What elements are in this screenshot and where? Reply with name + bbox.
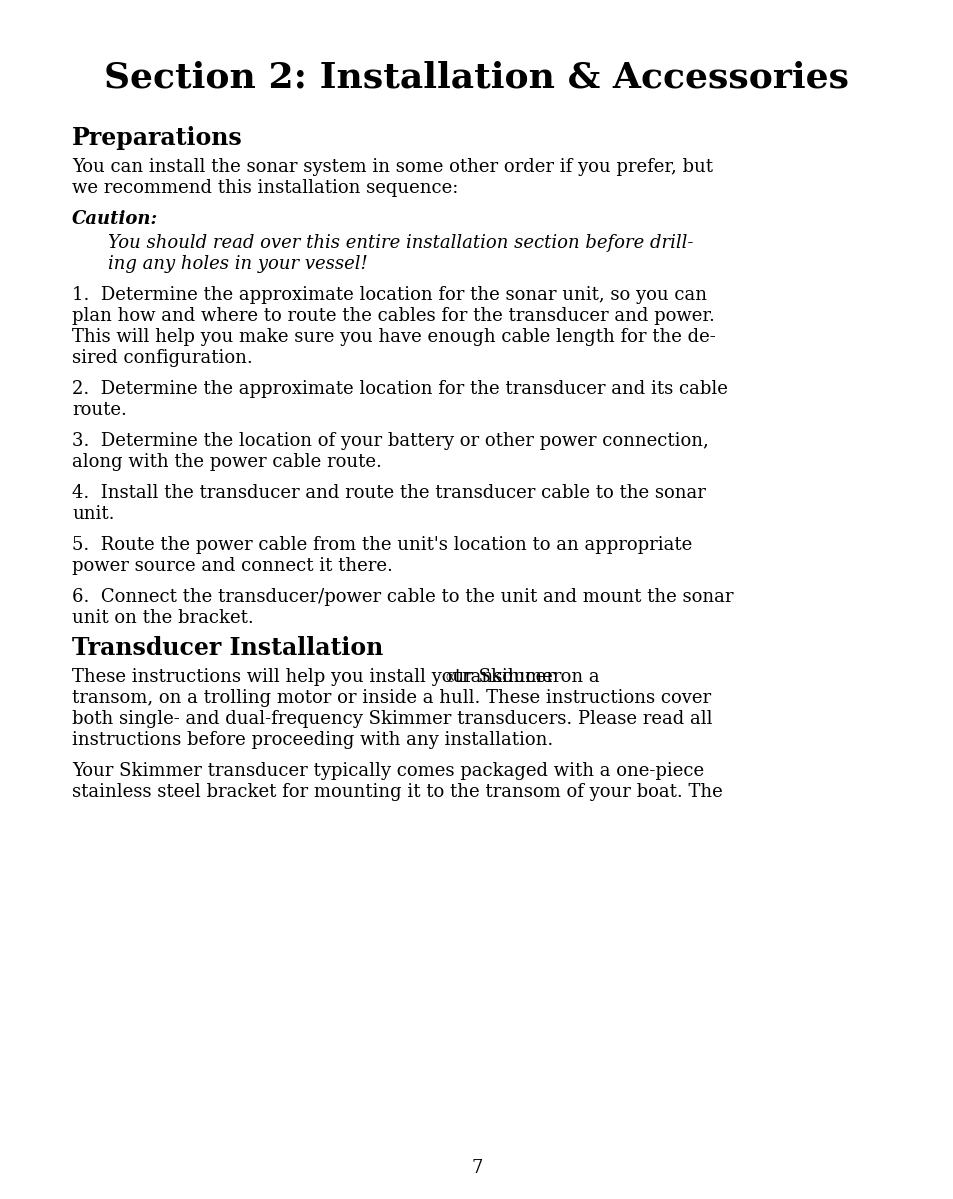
- Text: ing any holes in your vessel!: ing any holes in your vessel!: [108, 255, 367, 273]
- Text: Caution:: Caution:: [71, 210, 158, 228]
- Text: ®: ®: [443, 671, 456, 685]
- Text: 3.  Determine the location of your battery or other power connection,: 3. Determine the location of your batter…: [71, 432, 708, 450]
- Text: Transducer Installation: Transducer Installation: [71, 635, 383, 659]
- Text: You should read over this entire installation section before drill-: You should read over this entire install…: [108, 234, 693, 252]
- Text: 4.  Install the transducer and route the transducer cable to the sonar: 4. Install the transducer and route the …: [71, 484, 705, 502]
- Text: transducer on a: transducer on a: [448, 668, 598, 686]
- Text: transom, on a trolling motor or inside a hull. These instructions cover: transom, on a trolling motor or inside a…: [71, 689, 710, 707]
- Text: unit.: unit.: [71, 505, 114, 523]
- Text: 1.  Determine the approximate location for the sonar unit, so you can: 1. Determine the approximate location fo…: [71, 287, 706, 305]
- Text: 7: 7: [471, 1159, 482, 1177]
- Text: Section 2: Installation & Accessories: Section 2: Installation & Accessories: [105, 60, 848, 94]
- Text: These instructions will help you install your Skimmer: These instructions will help you install…: [71, 668, 560, 686]
- Text: along with the power cable route.: along with the power cable route.: [71, 453, 381, 471]
- Text: unit on the bracket.: unit on the bracket.: [71, 609, 253, 627]
- Text: we recommend this installation sequence:: we recommend this installation sequence:: [71, 179, 457, 197]
- Text: power source and connect it there.: power source and connect it there.: [71, 558, 393, 576]
- Text: both single- and dual-frequency Skimmer transducers. Please read all: both single- and dual-frequency Skimmer …: [71, 710, 712, 728]
- Text: Your Skimmer transducer typically comes packaged with a one-piece: Your Skimmer transducer typically comes …: [71, 763, 703, 781]
- Text: sired configuration.: sired configuration.: [71, 349, 253, 367]
- Text: plan how and where to route the cables for the transducer and power.: plan how and where to route the cables f…: [71, 307, 714, 325]
- Text: instructions before proceeding with any installation.: instructions before proceeding with any …: [71, 731, 553, 749]
- Text: This will help you make sure you have enough cable length for the de-: This will help you make sure you have en…: [71, 329, 715, 347]
- Text: 6.  Connect the transducer/power cable to the unit and mount the sonar: 6. Connect the transducer/power cable to…: [71, 588, 733, 605]
- Text: You can install the sonar system in some other order if you prefer, but: You can install the sonar system in some…: [71, 158, 712, 176]
- Text: stainless steel bracket for mounting it to the transom of your boat. The: stainless steel bracket for mounting it …: [71, 783, 722, 801]
- Text: Preparations: Preparations: [71, 126, 242, 150]
- Text: route.: route.: [71, 400, 127, 418]
- Text: 5.  Route the power cable from the unit's location to an appropriate: 5. Route the power cable from the unit's…: [71, 536, 692, 554]
- Text: 2.  Determine the approximate location for the transducer and its cable: 2. Determine the approximate location fo…: [71, 380, 727, 398]
